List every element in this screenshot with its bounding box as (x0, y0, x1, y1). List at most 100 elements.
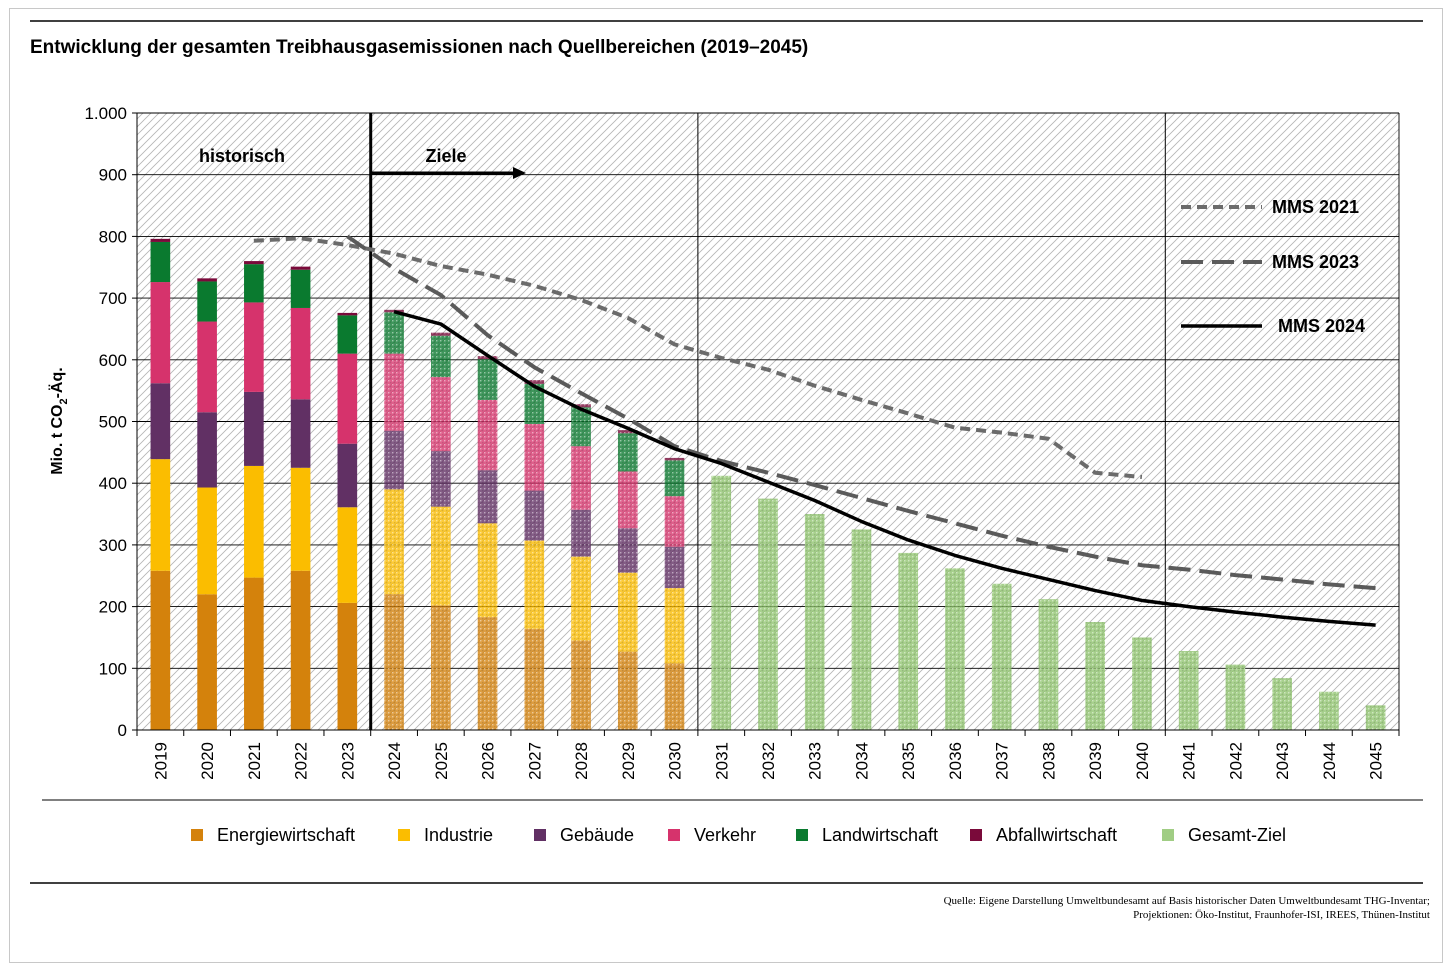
bar-texture-gebäude-2029 (617, 528, 638, 573)
bar-texture-gesamt-ziel-2045 (1365, 705, 1386, 730)
y-tick-label-100: 100 (99, 659, 127, 678)
bar-texture-industrie-2028 (571, 556, 591, 641)
bars (150, 238, 1386, 730)
bar-texture-abfallwirtschaft-2028 (571, 404, 591, 408)
bar-texture-landwirtschaft-2024 (384, 312, 404, 354)
legend-swatch-landwirtschaft (796, 829, 808, 841)
bar-texture-gesamt-ziel-2034 (851, 529, 872, 730)
legend: Energiewirtschaft Industrie Gebäude Verkehr… (191, 825, 1286, 845)
bar-texture-industrie-2029 (617, 572, 638, 652)
x-tick-label-2045: 2045 (1367, 742, 1386, 780)
legend-label-abfallwirtschaft: Abfallwirtschaft (996, 825, 1117, 845)
bar-texture-energiewirtschaft-2024 (384, 594, 404, 730)
bar-gebäude-2023 (337, 443, 358, 508)
section-dividers (369, 113, 1166, 730)
bar-texture-gesamt-ziel-2035 (898, 552, 919, 730)
legend-swatch-gesamt-ziel (1162, 829, 1174, 841)
ziele-arrow (371, 167, 526, 179)
bar-texture-verkehr-2026 (477, 399, 498, 471)
bar-texture-abfallwirtschaft-2027 (524, 380, 545, 384)
y-tick-labels: 0 100 200 300 400 500 600 700 800 900 1.000 (84, 104, 127, 740)
legend-label-industrie: Industrie (424, 825, 493, 845)
x-tick-label-2035: 2035 (899, 742, 918, 780)
bar-energiewirtschaft-2023 (337, 602, 358, 730)
bar-texture-landwirtschaft-2030 (664, 460, 685, 497)
x-tick-label-2024: 2024 (385, 742, 404, 780)
annotation-historisch: historisch (199, 146, 285, 166)
x-tick-label-2025: 2025 (432, 742, 451, 780)
bar-texture-landwirtschaft-2029 (617, 433, 638, 472)
x-tick-label-2044: 2044 (1320, 742, 1339, 780)
bar-abfallwirtschaft-2022 (290, 266, 311, 270)
legend-label-gebäude: Gebäude (560, 825, 634, 845)
legend-swatch-gebäude (534, 829, 546, 841)
x-tick-label-2039: 2039 (1086, 742, 1105, 780)
x-tick-label-2021: 2021 (245, 742, 264, 780)
bar-gebäude-2022 (290, 399, 311, 468)
x-tick-label-2041: 2041 (1180, 742, 1199, 780)
legend-label-energiewirtschaft: Energiewirtschaft (217, 825, 355, 845)
bar-texture-gebäude-2028 (571, 509, 591, 557)
y-tick-label-300: 300 (99, 536, 127, 555)
bar-texture-gesamt-ziel-2033 (804, 514, 825, 730)
bar-texture-abfallwirtschaft-2030 (664, 457, 685, 461)
x-tick-labels: 2019 2020 2021 2022 2023 2024 2025 2026 2027 2028… (151, 742, 1385, 780)
bar-verkehr-2021 (244, 302, 264, 392)
bar-gebäude-2021 (244, 391, 264, 466)
bar-texture-industrie-2027 (524, 540, 545, 629)
bar-energiewirtschaft-2022 (290, 570, 311, 730)
bar-texture-gebäude-2024 (384, 430, 404, 490)
bar-texture-abfallwirtschaft-2029 (617, 430, 638, 434)
bar-texture-abfallwirtschaft-2025 (430, 332, 451, 336)
bar-texture-energiewirtschaft-2030 (664, 663, 685, 730)
bar-texture-landwirtschaft-2028 (571, 407, 591, 447)
bar-texture-industrie-2025 (430, 506, 451, 606)
x-tick-label-2040: 2040 (1133, 742, 1152, 780)
x-tick-label-2031: 2031 (712, 742, 731, 780)
bar-texture-gesamt-ziel-2040 (1132, 637, 1152, 730)
bar-industrie-2021 (244, 465, 264, 578)
x-tick-label-2043: 2043 (1273, 742, 1292, 780)
bar-verkehr-2022 (290, 307, 311, 400)
axes (132, 112, 1400, 736)
bar-texture-landwirtschaft-2025 (430, 335, 451, 378)
y-tick-label-200: 200 (99, 598, 127, 617)
x-tick-label-2019: 2019 (151, 742, 170, 780)
bar-texture-verkehr-2029 (617, 471, 638, 529)
source-line-1: Quelle: Eigene Darstellung Umweltbundesa… (944, 895, 1430, 907)
bar-landwirtschaft-2022 (290, 269, 311, 308)
bar-texture-gebäude-2030 (664, 546, 685, 589)
bar-texture-gesamt-ziel-2036 (945, 568, 965, 730)
x-tick-label-2030: 2030 (666, 742, 685, 780)
x-tick-label-2027: 2027 (525, 742, 544, 780)
bar-texture-verkehr-2030 (664, 496, 685, 547)
bar-gebäude-2019 (150, 383, 171, 460)
y-tick-label-800: 800 (99, 227, 127, 246)
bar-landwirtschaft-2020 (197, 281, 217, 322)
bar-texture-industrie-2026 (477, 523, 498, 618)
bar-texture-industrie-2024 (384, 489, 404, 595)
x-tick-label-2022: 2022 (292, 742, 311, 780)
bar-energiewirtschaft-2019 (150, 570, 171, 730)
bar-texture-gesamt-ziel-2039 (1085, 622, 1106, 730)
source-line-2: Projektionen: Öko-Institut, Fraunhofer-I… (1133, 909, 1430, 921)
bar-gebäude-2020 (197, 412, 217, 488)
bar-industrie-2019 (150, 459, 171, 571)
x-tick-label-2032: 2032 (759, 742, 778, 780)
bar-abfallwirtschaft-2021 (244, 261, 264, 265)
bar-texture-gesamt-ziel-2041 (1178, 651, 1199, 730)
bar-texture-gesamt-ziel-2043 (1272, 678, 1292, 730)
bar-verkehr-2020 (197, 321, 217, 413)
bar-texture-gesamt-ziel-2032 (758, 498, 778, 730)
bar-texture-energiewirtschaft-2029 (617, 651, 638, 730)
legend-swatch-industrie (398, 829, 410, 841)
bar-texture-energiewirtschaft-2027 (524, 628, 545, 730)
y-axis-label: Mio. t CO2-Äq. (48, 367, 70, 474)
bar-texture-energiewirtschaft-2028 (571, 640, 591, 730)
bar-texture-verkehr-2028 (571, 446, 591, 510)
y-tick-label-600: 600 (99, 351, 127, 370)
bar-industrie-2020 (197, 487, 217, 595)
bar-texture-landwirtschaft-2026 (477, 359, 498, 400)
y-axis-label-main: Mio. t CO (49, 405, 66, 475)
bar-landwirtschaft-2023 (337, 315, 358, 354)
